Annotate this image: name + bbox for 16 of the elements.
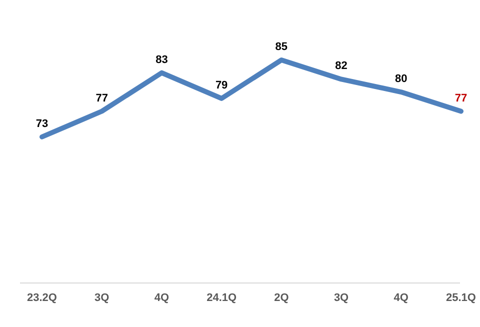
x-tick-label: 3Q [334, 292, 350, 304]
data-label: 80 [395, 73, 408, 86]
x-tick-label: 3Q [94, 292, 110, 304]
data-label: 77 [96, 92, 108, 104]
data-label: 82 [335, 60, 348, 72]
x-tick-label: 23.2Q [27, 292, 58, 304]
x-tick-label: 4Q [154, 292, 170, 304]
data-label: 85 [275, 40, 288, 53]
x-tick-label: 2Q [274, 292, 290, 304]
x-tick-label: 25.1Q [446, 292, 476, 304]
data-label: 79 [215, 79, 228, 92]
data-label: 83 [156, 54, 168, 66]
data-label: 73 [36, 118, 48, 130]
x-tick-label: 4Q [394, 292, 409, 304]
data-label: 77 [454, 92, 468, 104]
x-tick-label: 24.1Q [206, 292, 237, 304]
